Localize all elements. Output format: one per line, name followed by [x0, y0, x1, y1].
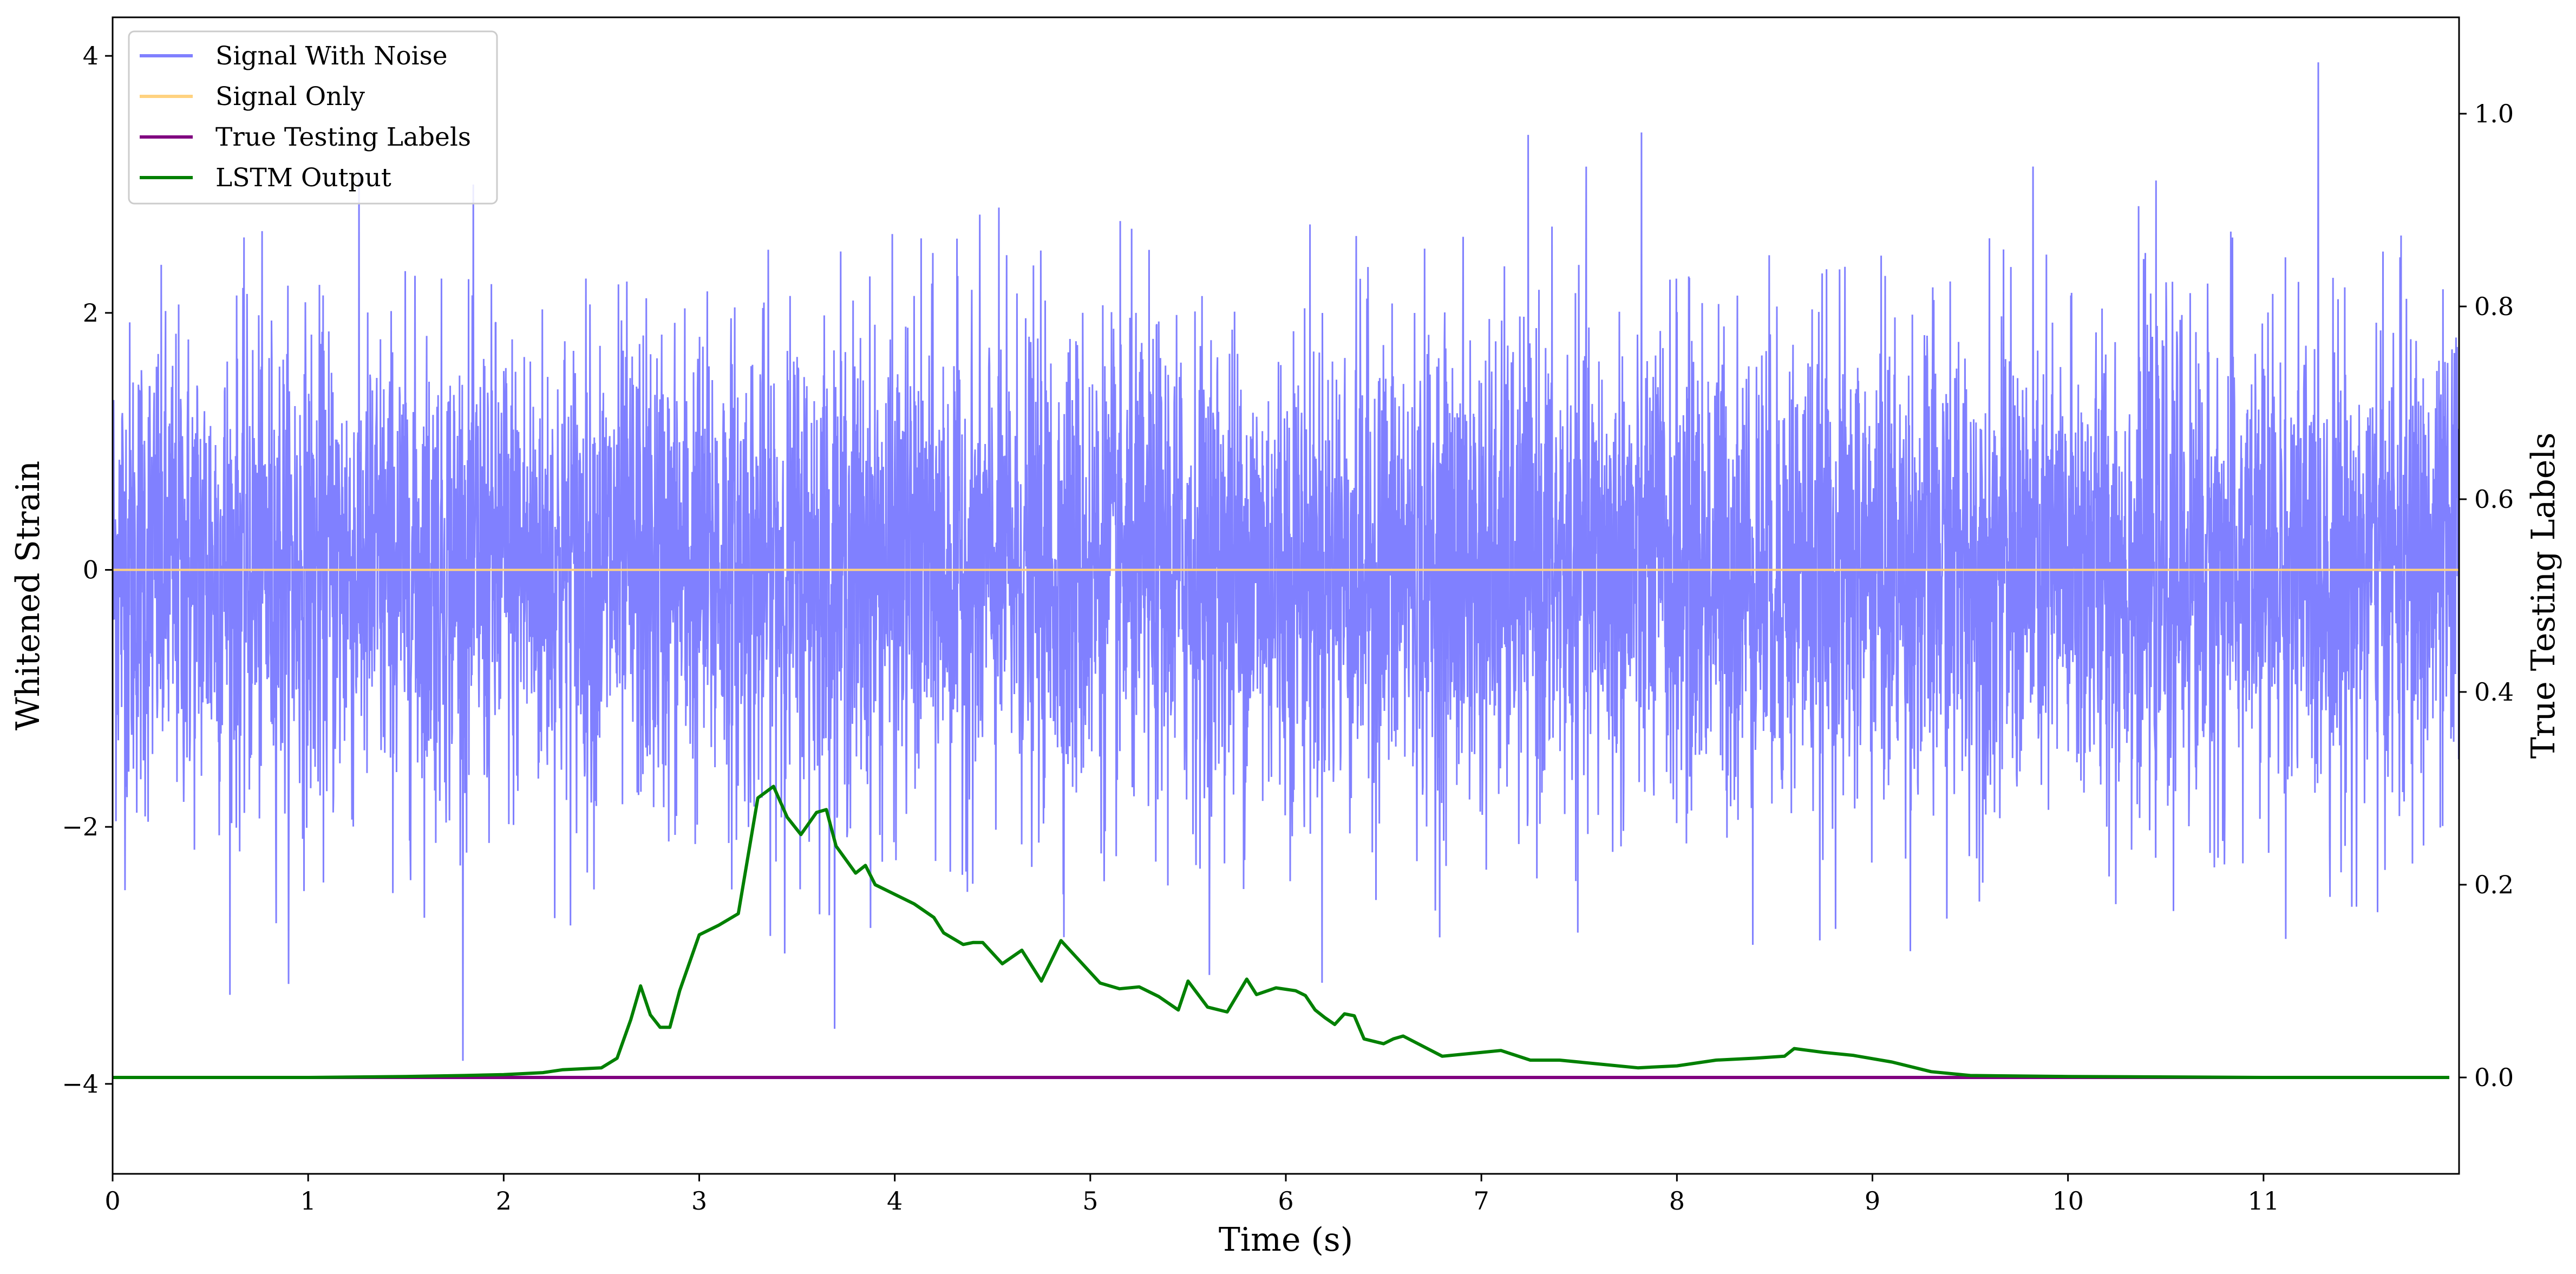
- y2-tick-label: 0.2: [2474, 870, 2514, 899]
- signal-with-noise-series: [112, 62, 2460, 1061]
- y2-tick-label: 0.8: [2474, 292, 2514, 321]
- x-tick-label: 5: [1082, 1186, 1098, 1216]
- y2-tick-label: 1.0: [2474, 99, 2514, 128]
- signal-with-noise-line: [112, 62, 2460, 1061]
- legend-label: Signal Only: [215, 82, 365, 112]
- y-tick-label: −2: [62, 812, 99, 841]
- x-tick-label: 9: [1865, 1186, 1880, 1216]
- y-axis-left: 4 2 0 −2 −4: [62, 41, 113, 1099]
- y-axis-title: Whitened Strain: [9, 461, 47, 730]
- x-tick-label: 10: [2052, 1186, 2084, 1216]
- x-tick-label: 0: [104, 1186, 120, 1216]
- x-tick-label: 2: [496, 1186, 512, 1216]
- x-tick-label: 6: [1278, 1186, 1293, 1216]
- legend-label: LSTM Output: [215, 163, 391, 193]
- y2-axis-title: True Testing Labels: [2525, 433, 2562, 759]
- x-tick-label: 1: [300, 1186, 316, 1216]
- y-tick-label: 0: [83, 556, 99, 585]
- y-tick-label: 4: [83, 41, 99, 70]
- x-tick-label: 8: [1669, 1186, 1685, 1216]
- lstm-output-series: [113, 785, 2449, 1079]
- legend-label: True Testing Labels: [215, 122, 471, 152]
- y-tick-label: 2: [83, 298, 99, 328]
- legend-box: [128, 30, 498, 205]
- y2-tick-label: 0.4: [2474, 677, 2514, 707]
- x-tick-label: 3: [691, 1186, 707, 1216]
- y-tick-label: −4: [62, 1069, 99, 1099]
- x-axis: 0 1 2 3 4 5 6 7 8 9 10 11: [104, 1174, 2279, 1216]
- legend-label: Signal With Noise: [215, 41, 448, 71]
- x-tick-label: 7: [1474, 1186, 1489, 1216]
- lstm-output-line: [113, 785, 2449, 1079]
- legend: Signal With Noise Signal Only True Testing…: [128, 30, 498, 205]
- y-axis-right: 1.0 0.8 0.6 0.4 0.2 0.0: [2459, 99, 2514, 1092]
- x-tick-label: 4: [887, 1186, 903, 1216]
- x-tick-label: 11: [2248, 1186, 2280, 1216]
- y2-tick-label: 0.6: [2474, 485, 2514, 514]
- x-axis-title: Time (s): [1219, 1221, 1353, 1259]
- y2-tick-label: 0.0: [2474, 1063, 2514, 1092]
